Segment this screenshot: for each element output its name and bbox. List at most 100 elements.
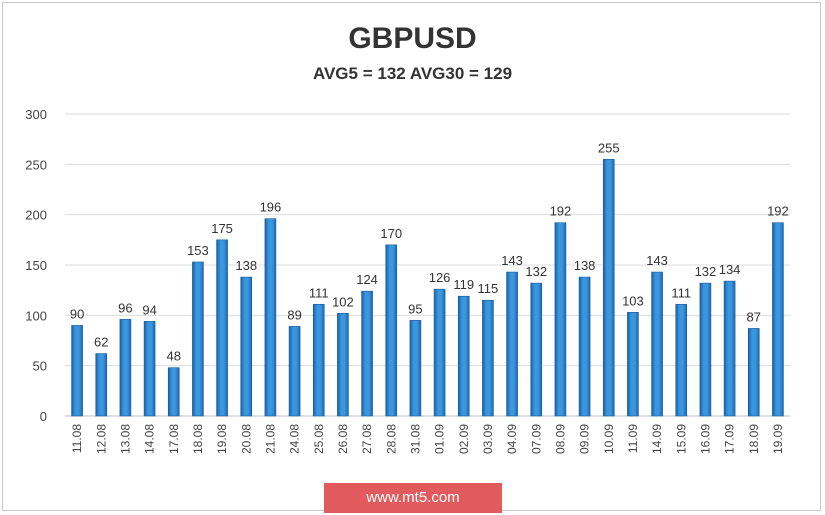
chart-title: GBPUSD: [348, 22, 477, 55]
data-label: 94: [142, 302, 156, 317]
x-tick-label: 27.08: [360, 424, 374, 454]
x-tick-label: 28.08: [384, 424, 398, 454]
bar: [772, 222, 784, 417]
data-label: 115: [478, 281, 499, 296]
data-label: 48: [167, 349, 181, 364]
bar: [264, 218, 277, 417]
x-tick-label: 12.08: [94, 424, 108, 454]
data-label: 62: [94, 335, 108, 350]
data-label: 126: [429, 270, 451, 285]
data-label: 111: [309, 285, 329, 300]
x-tick-label: 14.08: [143, 424, 157, 454]
bar: [747, 328, 760, 417]
data-label: 119: [453, 277, 474, 292]
x-tick-label: 08.09: [553, 424, 567, 454]
y-tick-label: 100: [25, 308, 47, 323]
bar: [240, 276, 253, 417]
bar: [433, 288, 446, 417]
x-tick-label: 18.09: [747, 424, 761, 454]
data-label: 138: [235, 258, 257, 273]
data-label: 153: [187, 243, 209, 258]
x-tick-label: 19.08: [215, 424, 229, 454]
data-label: 90: [70, 306, 84, 321]
x-tick-label: 17.09: [723, 424, 737, 454]
bar: [71, 325, 83, 417]
data-label: 103: [622, 293, 644, 308]
bar: [578, 276, 591, 417]
x-tick-label: 11.08: [70, 424, 84, 453]
data-label: 96: [118, 300, 132, 315]
data-label: 89: [287, 307, 301, 322]
bar: [385, 244, 398, 417]
data-label: 132: [695, 264, 717, 279]
x-tick-label: 17.08: [167, 424, 181, 454]
x-tick-label: 25.08: [312, 424, 326, 454]
data-label: 124: [356, 272, 378, 287]
y-tick-label: 200: [25, 208, 47, 223]
bar: [192, 261, 204, 417]
bar: [723, 280, 736, 417]
y-tick-label: 150: [25, 258, 47, 273]
bar: [409, 320, 422, 417]
data-label: 132: [525, 264, 547, 279]
y-tick-label: 300: [25, 107, 47, 122]
data-label: 255: [598, 140, 620, 155]
bar: [506, 271, 518, 417]
gridlines: [65, 113, 790, 417]
bars: [71, 159, 784, 417]
bar: [675, 303, 688, 417]
x-tick-label: 20.08: [239, 424, 253, 454]
bar: [530, 282, 543, 417]
x-tick-label: 14.09: [650, 424, 664, 454]
data-label: 138: [574, 258, 596, 273]
bar: [699, 282, 712, 417]
data-label: 175: [211, 221, 233, 236]
bar: [167, 367, 180, 417]
x-tick-label: 04.09: [505, 424, 519, 454]
x-tick-label: 19.09: [771, 424, 785, 454]
bar: [627, 312, 639, 417]
data-label: 170: [380, 226, 402, 241]
data-label: 192: [767, 204, 789, 219]
x-tick-label: 13.08: [118, 424, 132, 454]
x-tick-label: 07.09: [529, 424, 543, 454]
bar: [602, 159, 615, 417]
bar: [457, 295, 470, 417]
y-tick-label: 50: [33, 359, 47, 374]
data-label: 192: [550, 204, 572, 219]
bar: [651, 271, 663, 417]
bar: [216, 239, 228, 417]
bar: [337, 313, 349, 417]
x-tick-label: 21.08: [263, 424, 277, 454]
bar: [482, 299, 494, 417]
data-label: 196: [260, 200, 282, 215]
bar: [312, 303, 325, 417]
x-tick-label: 09.09: [578, 424, 592, 454]
data-label: 134: [719, 262, 741, 277]
x-tick-label: 01.09: [433, 424, 447, 454]
bar: [119, 319, 132, 417]
x-tick-label: 26.08: [336, 424, 350, 454]
x-axis-ticks: 11.08 12.08 13.08 14.08 17.08 18.08 19.08 20.08…: [70, 424, 785, 454]
x-tick-label: 31.08: [408, 424, 422, 454]
x-tick-label: 10.09: [602, 424, 616, 454]
y-tick-label: 0: [40, 409, 47, 424]
bar: [554, 222, 567, 417]
data-label: 87: [747, 309, 761, 324]
y-tick-label: 250: [25, 157, 47, 172]
x-tick-label: 03.09: [481, 424, 495, 454]
bar: [361, 290, 373, 417]
footer-badge[interactable]: www.mt5.com: [324, 483, 502, 513]
x-tick-label: 24.08: [288, 424, 302, 454]
bar: [288, 326, 301, 417]
bar: [95, 353, 108, 417]
bar: [143, 321, 156, 417]
data-label: 102: [332, 294, 354, 309]
data-label: 143: [501, 253, 523, 268]
data-label: 111: [671, 285, 691, 300]
data-label: 95: [408, 301, 422, 316]
chart-subtitle: AVG5 = 132 AVG30 = 129: [312, 64, 513, 83]
